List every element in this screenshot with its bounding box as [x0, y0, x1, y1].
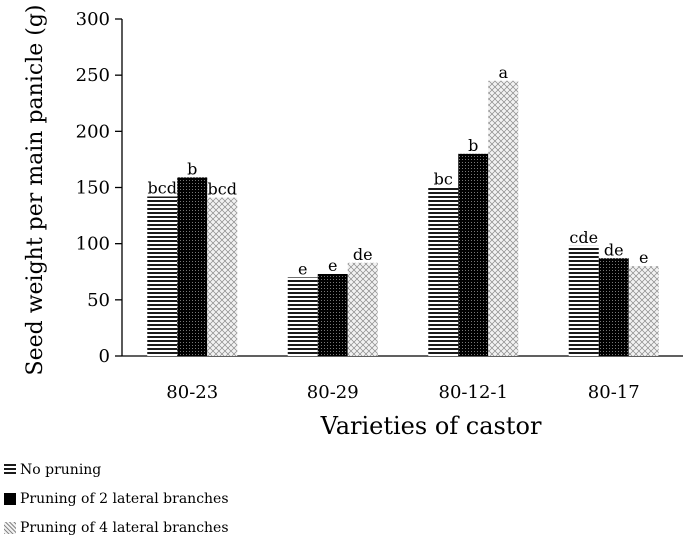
data-label: a: [498, 63, 508, 82]
x-tick-label: 80-17: [588, 382, 640, 403]
bar: [147, 196, 178, 356]
legend-swatch-2-lateral: [4, 492, 16, 505]
data-label: e: [298, 259, 307, 278]
x-tick-label: 80-12-1: [439, 382, 508, 403]
y-tick-label: 250: [76, 65, 110, 86]
legend: No pruning Pruning of 2 lateral branches…: [4, 455, 229, 542]
legend-label: No pruning: [20, 461, 102, 478]
y-tick-label: 50: [87, 290, 110, 311]
legend-item: No pruning: [4, 455, 229, 484]
bar: [488, 80, 519, 357]
x-tick-label: 80-29: [307, 382, 359, 403]
data-label: bcd: [148, 178, 177, 197]
y-tick-label: 300: [76, 9, 110, 30]
data-label: de: [353, 245, 373, 264]
bar: [628, 266, 659, 356]
y-tick-label: 100: [76, 234, 110, 255]
data-label: b: [468, 136, 478, 155]
bar: [347, 262, 378, 356]
bar: [568, 245, 599, 356]
data-label: de: [604, 240, 624, 259]
data-label: e: [328, 256, 337, 275]
data-label: cde: [569, 228, 598, 247]
x-axis-label: Varieties of castor: [320, 412, 542, 440]
legend-label: Pruning of 4 lateral branches: [20, 519, 229, 536]
data-label: bcd: [208, 180, 237, 199]
data-label: bc: [434, 170, 453, 189]
bar: [428, 187, 459, 356]
bar: [458, 153, 489, 356]
y-tick-label: 0: [99, 346, 110, 367]
data-label: e: [639, 248, 648, 267]
bar: [177, 177, 208, 356]
legend-item: Pruning of 2 lateral branches: [4, 484, 229, 513]
legend-swatch-no-pruning: [4, 463, 16, 476]
legend-label: Pruning of 2 lateral branches: [20, 490, 229, 507]
x-tick-label: 80-23: [166, 382, 218, 403]
y-tick-label: 200: [76, 121, 110, 142]
bar: [287, 277, 318, 356]
y-axis-label: Seed weight per main panicle (g): [23, 5, 48, 376]
bar: [317, 273, 348, 356]
legend-item: Pruning of 4 lateral branches: [4, 513, 229, 542]
y-tick-label: 150: [76, 178, 110, 199]
bar: [207, 197, 238, 356]
legend-swatch-4-lateral: [4, 521, 16, 534]
data-label: b: [187, 159, 197, 178]
bar: [598, 258, 629, 356]
